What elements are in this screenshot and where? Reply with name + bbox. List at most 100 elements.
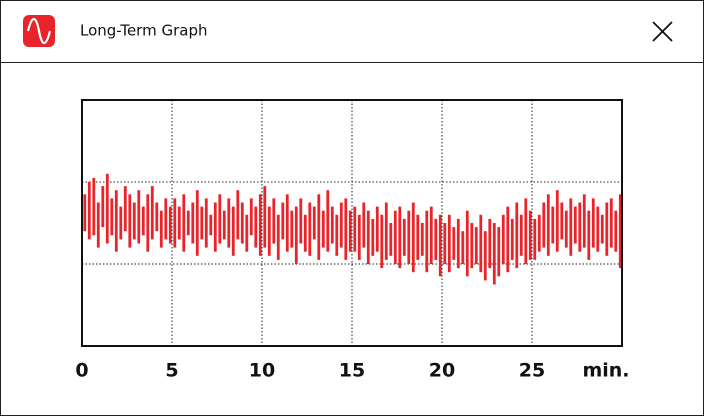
range-bar [159, 210, 163, 248]
range-bar [519, 214, 523, 256]
range-bar [299, 198, 303, 244]
range-bar [429, 206, 433, 264]
range-bar [281, 202, 285, 240]
range-bar [177, 206, 181, 240]
x-unit-label: min. [582, 360, 629, 382]
range-bar [276, 214, 280, 260]
window-title: Long-Term Graph [80, 22, 207, 40]
x-tick-label: 25 [519, 360, 545, 382]
range-bar [542, 202, 546, 248]
range-bar [474, 227, 478, 264]
range-bar [533, 218, 537, 260]
range-bar [303, 214, 307, 252]
range-bar [470, 223, 474, 269]
range-bar [375, 206, 379, 252]
range-bar [411, 202, 415, 273]
range-bar [587, 210, 591, 260]
range-bar [317, 194, 321, 260]
range-bar [335, 214, 339, 256]
range-bar [555, 190, 559, 252]
range-bar [398, 206, 402, 269]
range-bar [119, 206, 123, 240]
range-bar [366, 210, 370, 264]
range-bar [141, 206, 145, 236]
plot [82, 100, 622, 346]
range-bar [290, 210, 294, 248]
range-bar [146, 194, 150, 252]
range-bar [83, 194, 87, 232]
x-tick-label: 20 [429, 360, 455, 382]
range-bar [330, 206, 334, 244]
range-bar [456, 218, 460, 269]
range-bar [465, 210, 469, 277]
range-bar [213, 202, 217, 252]
range-bar [245, 214, 249, 252]
range-bar [492, 223, 496, 285]
range-bar [321, 210, 325, 248]
range-bar [362, 202, 366, 248]
range-bar [425, 210, 429, 273]
range-bar [258, 194, 262, 256]
range-bar [222, 210, 226, 240]
range-bar [605, 202, 609, 256]
range-bar [600, 214, 604, 244]
range-bar [263, 186, 267, 248]
range-bar [452, 227, 456, 260]
range-bar [114, 190, 118, 252]
range-bar [218, 194, 222, 244]
range-bar [591, 198, 595, 248]
range-bar [173, 198, 177, 248]
range-bar [195, 190, 199, 256]
range-bar [407, 210, 411, 264]
range-bar [560, 202, 564, 240]
range-bar [267, 206, 271, 256]
range-bar [101, 186, 105, 228]
range-bar [582, 194, 586, 248]
range-bar [326, 190, 330, 252]
range-bar [506, 206, 510, 273]
range-bar [200, 206, 204, 240]
range-bar [524, 198, 528, 264]
range-bar [416, 214, 420, 260]
app-icon-wave [26, 17, 52, 45]
range-bar [191, 202, 195, 244]
range-bar [150, 186, 154, 240]
range-bar [182, 194, 186, 252]
close-button[interactable] [644, 14, 680, 50]
range-bar [510, 218, 514, 260]
range-bar [551, 206, 555, 244]
range-bar [609, 198, 613, 248]
range-bar [578, 202, 582, 252]
range-bar [344, 198, 348, 260]
range-bar [483, 231, 487, 281]
range-bar [87, 182, 91, 240]
range-bar [186, 210, 190, 236]
range-bar [249, 198, 253, 236]
plot-frame [81, 99, 623, 347]
range-bar [231, 206, 235, 256]
range-bar [348, 210, 352, 252]
range-bar [537, 214, 541, 252]
range-bar [546, 194, 550, 256]
range-bar [294, 206, 298, 264]
range-bar [389, 223, 393, 256]
range-bar [272, 198, 276, 244]
range-bar [564, 210, 568, 248]
range-bar [312, 206, 316, 240]
range-bar [168, 206, 172, 244]
range-bar [254, 206, 258, 248]
range-bar [209, 214, 213, 236]
range-bar [371, 218, 375, 256]
range-bar [402, 218, 406, 256]
range-bar [528, 210, 532, 260]
range-bar [479, 214, 483, 273]
range-bar [308, 202, 312, 256]
range-bar [96, 202, 100, 248]
range-bar [596, 206, 600, 252]
range-bar [434, 218, 438, 260]
range-bar [501, 214, 505, 264]
range-bar [380, 214, 384, 269]
close-stroke [652, 21, 673, 42]
